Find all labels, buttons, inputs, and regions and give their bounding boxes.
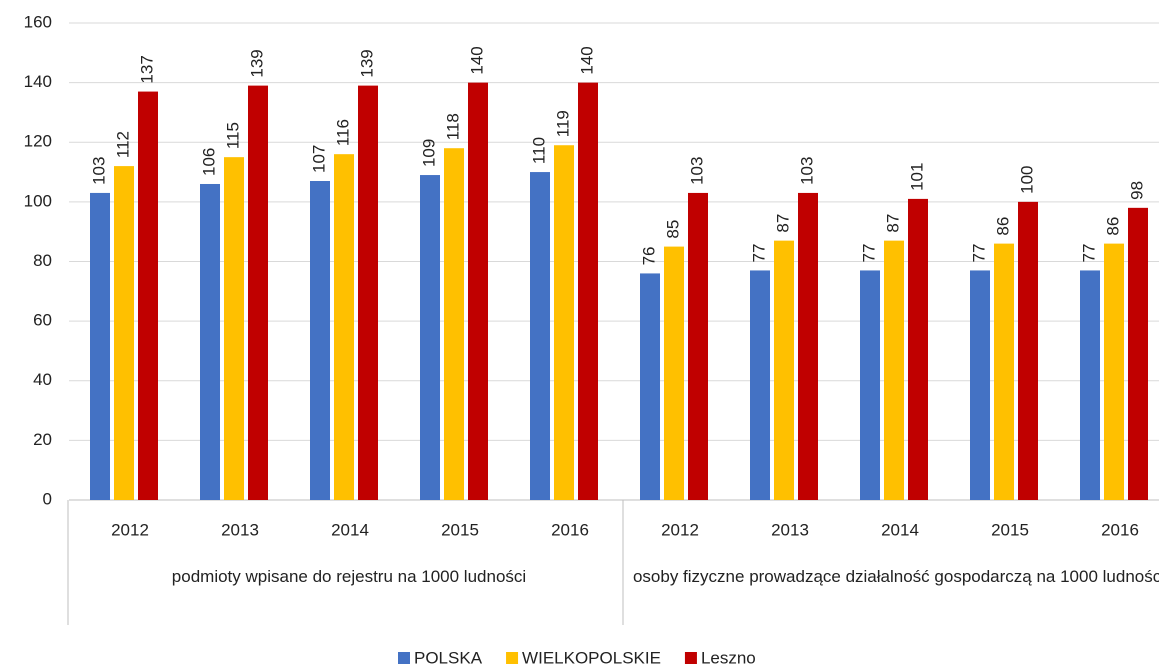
legend-label: WIELKOPOLSKIE [522, 648, 661, 666]
bar [578, 82, 598, 500]
data-label: 87 [773, 214, 792, 233]
y-tick-label: 40 [33, 370, 52, 389]
group-label: osoby fizyczne prowadzące działalność go… [632, 567, 1159, 586]
data-label: 103 [797, 157, 816, 185]
bar [664, 246, 684, 500]
bar [444, 148, 464, 500]
y-tick-label: 120 [24, 132, 52, 151]
data-label: 98 [1127, 181, 1146, 200]
bar [200, 183, 220, 501]
x-tick-label: 2015 [441, 520, 479, 539]
y-tick-label: 0 [43, 489, 52, 508]
data-label: 139 [247, 49, 266, 77]
legend-label: POLSKA [414, 648, 483, 666]
data-label: 109 [419, 139, 438, 167]
data-label: 77 [1079, 244, 1098, 263]
bar [1128, 207, 1148, 500]
data-label: 137 [137, 55, 156, 83]
data-label: 103 [687, 157, 706, 185]
data-label: 101 [907, 163, 926, 191]
bar [640, 273, 660, 500]
data-label: 86 [1103, 217, 1122, 236]
bar [90, 192, 110, 500]
x-tick-label: 2013 [771, 520, 809, 539]
bar [224, 157, 244, 500]
data-label: 86 [993, 217, 1012, 236]
data-label: 103 [89, 157, 108, 185]
data-label: 119 [553, 110, 572, 137]
data-label: 77 [749, 244, 768, 263]
data-label: 106 [199, 148, 218, 176]
data-label: 140 [577, 46, 596, 74]
bar [358, 85, 378, 500]
data-label: 100 [1017, 166, 1036, 194]
data-label: 112 [113, 131, 132, 158]
bar [750, 270, 770, 500]
x-tick-label: 2014 [331, 520, 369, 539]
bar [114, 166, 134, 500]
group-label: podmioty wpisane do rejestru na 1000 lud… [171, 567, 527, 586]
y-tick-label: 140 [24, 72, 52, 91]
legend-swatch [506, 652, 519, 664]
data-label: 107 [309, 145, 328, 173]
y-tick-label: 60 [33, 311, 52, 330]
bar [970, 270, 990, 500]
bar [1080, 270, 1100, 500]
x-tick-label: 2015 [991, 520, 1029, 539]
data-label: 115 [223, 122, 242, 149]
bar [884, 240, 904, 500]
bar [860, 270, 880, 500]
bar [994, 243, 1014, 501]
bar [248, 85, 268, 500]
x-tick-label: 2013 [221, 520, 259, 539]
data-label: 87 [883, 214, 902, 233]
data-label: 77 [969, 244, 988, 263]
data-label: 85 [663, 220, 682, 239]
bar [688, 192, 708, 500]
y-tick-label: 20 [33, 430, 52, 449]
x-tick-label: 2016 [551, 520, 589, 539]
data-label: 116 [333, 119, 352, 146]
data-label: 139 [357, 49, 376, 77]
data-label: 110 [529, 137, 548, 164]
data-label: 76 [639, 247, 658, 266]
x-tick-label: 2014 [881, 520, 919, 539]
bar [774, 240, 794, 500]
legend-swatch [684, 652, 697, 664]
bar [334, 154, 354, 501]
x-tick-label: 2016 [1101, 520, 1139, 539]
legend-swatch [398, 652, 410, 664]
bar [468, 82, 488, 500]
bar [310, 181, 330, 500]
y-tick-label: 160 [24, 12, 52, 31]
y-tick-label: 80 [33, 251, 52, 270]
y-tick-label: 100 [24, 191, 52, 210]
legend-label: Leszno [701, 648, 756, 666]
x-tick-label: 2012 [661, 520, 699, 539]
bar [530, 172, 550, 500]
x-tick-label: 2012 [111, 520, 149, 539]
bar [420, 175, 440, 500]
bar [798, 192, 818, 500]
bar [138, 91, 158, 500]
bar [554, 145, 574, 500]
data-label: 118 [443, 113, 462, 140]
data-label: 140 [467, 46, 486, 74]
bar [1104, 243, 1124, 501]
data-label: 77 [859, 244, 878, 263]
bar [908, 198, 928, 501]
bar [1018, 201, 1038, 500]
